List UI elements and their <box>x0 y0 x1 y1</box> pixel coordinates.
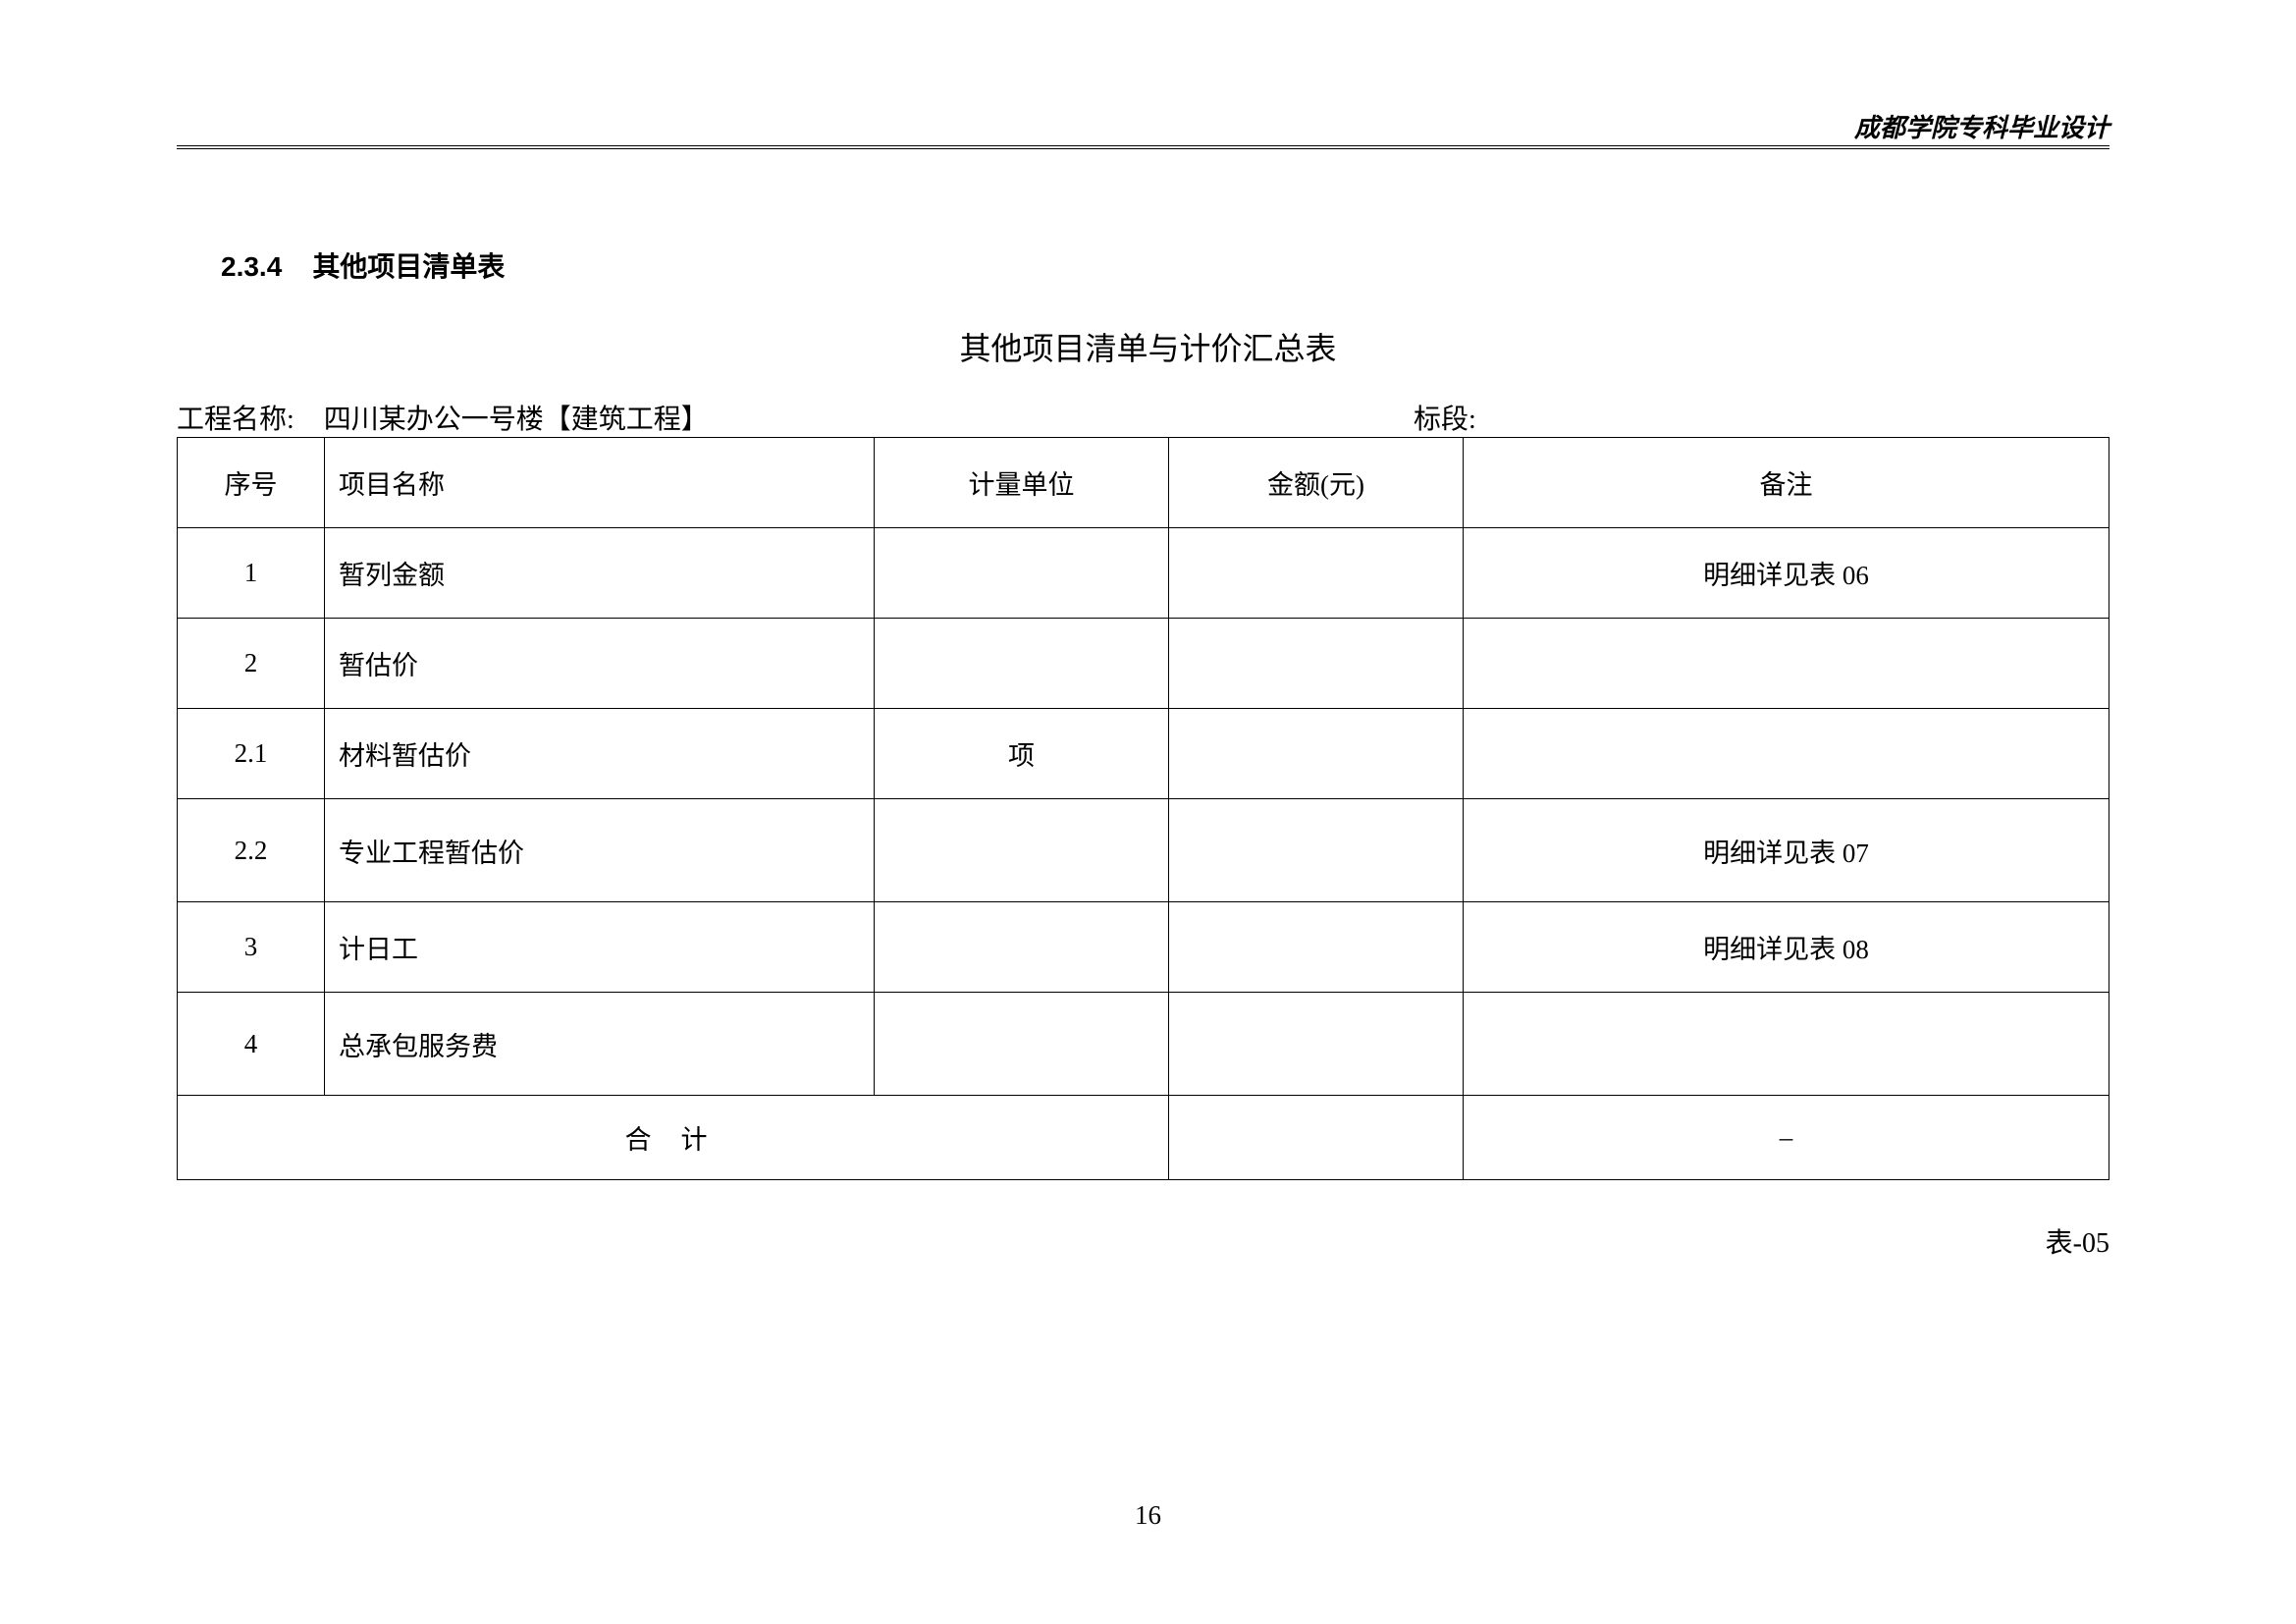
cell-unit <box>875 619 1169 709</box>
header-divider <box>177 145 2109 149</box>
cell-seq: 3 <box>178 902 325 993</box>
cell-amount <box>1169 528 1464 619</box>
section-heading-text: 其他项目清单表 <box>312 251 505 282</box>
project-label: 工程名称: <box>177 398 294 437</box>
cell-unit <box>875 902 1169 993</box>
cell-amount <box>1169 799 1464 902</box>
table-row: 4 总承包服务费 <box>178 993 2109 1096</box>
cell-note <box>1464 709 2109 799</box>
section-number-text: 2.3.4 <box>221 251 282 282</box>
cell-name: 材料暂估价 <box>325 709 875 799</box>
cell-seq: 2.1 <box>178 709 325 799</box>
cell-amount <box>1169 993 1464 1096</box>
th-unit: 计量单位 <box>875 438 1169 528</box>
table-row: 2.1 材料暂估价 项 <box>178 709 2109 799</box>
cell-seq: 2.2 <box>178 799 325 902</box>
table-row: 3 计日工 明细详见表 08 <box>178 902 2109 993</box>
cell-unit: 项 <box>875 709 1169 799</box>
th-name: 项目名称 <box>325 438 875 528</box>
table-row: 1 暂列金额 明细详见表 06 <box>178 528 2109 619</box>
th-amount: 金额(元) <box>1169 438 1464 528</box>
cell-unit <box>875 528 1169 619</box>
page-number: 16 <box>1135 1500 1161 1531</box>
table-row: 2.2 专业工程暂估价 明细详见表 07 <box>178 799 2109 902</box>
cell-note: 明细详见表 06 <box>1464 528 2109 619</box>
cell-unit <box>875 993 1169 1096</box>
table-row: 2 暂估价 <box>178 619 2109 709</box>
table-container: 序号 项目名称 计量单位 金额(元) 备注 1 暂列金额 明细详见表 06 2 … <box>177 437 2109 1180</box>
cell-note: 明细详见表 08 <box>1464 902 2109 993</box>
table-header-row: 序号 项目名称 计量单位 金额(元) 备注 <box>178 438 2109 528</box>
cell-seq: 2 <box>178 619 325 709</box>
cell-name: 计日工 <box>325 902 875 993</box>
cell-seq: 4 <box>178 993 325 1096</box>
header-institution: 成都学院专科毕业设计 <box>1854 108 2109 144</box>
project-value: 四川某办公一号楼【建筑工程】 <box>324 398 709 437</box>
cell-name: 暂估价 <box>325 619 875 709</box>
meta-row: 工程名称: 四川某办公一号楼【建筑工程】 标段: <box>177 398 2109 437</box>
sum-amount <box>1169 1096 1464 1180</box>
cell-amount <box>1169 902 1464 993</box>
cell-note: 明细详见表 07 <box>1464 799 2109 902</box>
cell-unit <box>875 799 1169 902</box>
table-sum-row: 合计 – <box>178 1096 2109 1180</box>
section-label: 标段: <box>1414 398 1476 437</box>
table-footer-label: 表-05 <box>2046 1221 2109 1261</box>
section-heading: 2.3.4 其他项目清单表 <box>221 245 505 285</box>
page-title: 其他项目清单与计价汇总表 <box>959 324 1336 369</box>
cell-amount <box>1169 619 1464 709</box>
cell-name: 专业工程暂估价 <box>325 799 875 902</box>
cell-note <box>1464 619 2109 709</box>
cell-name: 总承包服务费 <box>325 993 875 1096</box>
sum-note: – <box>1464 1096 2109 1180</box>
cell-seq: 1 <box>178 528 325 619</box>
items-table: 序号 项目名称 计量单位 金额(元) 备注 1 暂列金额 明细详见表 06 2 … <box>177 437 2109 1180</box>
th-seq: 序号 <box>178 438 325 528</box>
cell-amount <box>1169 709 1464 799</box>
cell-name: 暂列金额 <box>325 528 875 619</box>
sum-label: 合计 <box>178 1096 1169 1180</box>
cell-note <box>1464 993 2109 1096</box>
th-note: 备注 <box>1464 438 2109 528</box>
